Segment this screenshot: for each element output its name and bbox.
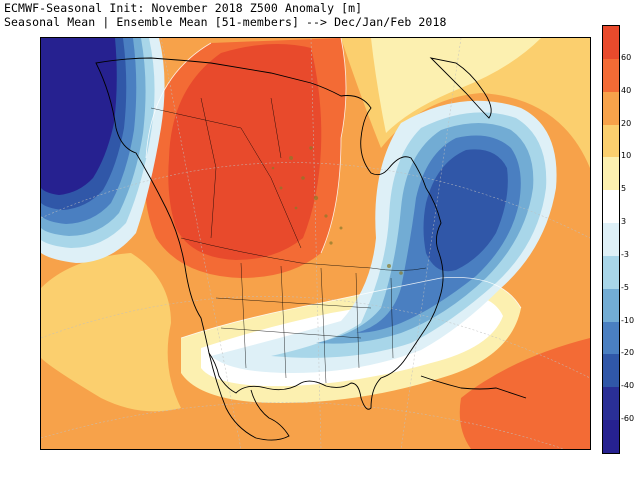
coastline-north-america bbox=[95, 57, 444, 410]
coastline-greenland bbox=[429, 57, 492, 119]
coastline-caribbean bbox=[420, 375, 527, 399]
coastline-mexico bbox=[208, 352, 290, 441]
anomaly-region-se-atlantic bbox=[459, 338, 590, 449]
legend-swatch bbox=[603, 288, 619, 323]
chart-subtitle: Seasonal Mean | Ensemble Mean [51-member… bbox=[4, 15, 447, 29]
chart-title: ECMWF-Seasonal Init: November 2018 Z500 … bbox=[4, 1, 363, 15]
legend-label: 10 bbox=[621, 151, 632, 161]
legend-label: -5 bbox=[621, 282, 629, 292]
legend-swatch bbox=[603, 190, 619, 224]
legend-swatch bbox=[603, 26, 619, 60]
legend-swatch bbox=[603, 387, 619, 421]
legend-label: -40 bbox=[621, 381, 635, 391]
legend-label: 3 bbox=[621, 217, 627, 227]
anomaly-region-west-light bbox=[41, 253, 181, 412]
legend-label: -60 bbox=[621, 414, 635, 424]
legend-swatch bbox=[603, 91, 619, 126]
anomaly-map bbox=[40, 37, 591, 450]
legend-label: 5 bbox=[621, 184, 627, 194]
legend-swatch bbox=[603, 255, 619, 290]
legend-label: 20 bbox=[621, 118, 632, 128]
legend-swatch bbox=[603, 420, 619, 454]
legend-label: -20 bbox=[621, 348, 635, 358]
legend-label: 40 bbox=[621, 85, 632, 95]
legend-label: -3 bbox=[621, 249, 629, 259]
legend-label: 60 bbox=[621, 52, 632, 62]
legend-swatch bbox=[603, 223, 619, 257]
anomaly-region-pacific-low-40 bbox=[41, 38, 117, 195]
legend-swatch bbox=[603, 354, 619, 388]
legend-swatch bbox=[603, 157, 619, 191]
legend-swatch bbox=[603, 321, 619, 355]
legend-swatch bbox=[603, 58, 619, 93]
legend-colorbar bbox=[602, 25, 620, 454]
anomaly-region-greenland-light bbox=[371, 38, 541, 133]
anomaly-region-east-trough-20 bbox=[423, 149, 508, 272]
legend-swatch bbox=[603, 124, 619, 158]
legend-label: -10 bbox=[621, 315, 635, 325]
